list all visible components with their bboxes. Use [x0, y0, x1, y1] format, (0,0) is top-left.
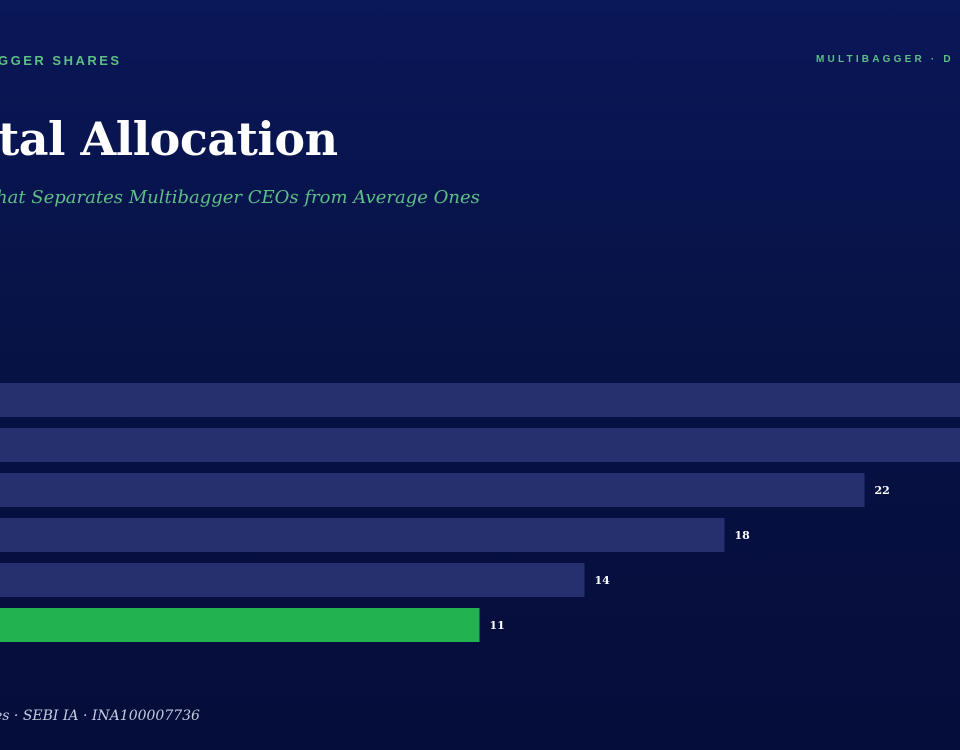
bar — [0, 473, 865, 507]
header-left-label: GGER SHARES — [0, 53, 122, 68]
bar-value-label: 18 — [735, 529, 751, 542]
bar-value-label: 11 — [490, 619, 505, 632]
bar-highlight — [0, 608, 480, 642]
bar — [0, 383, 960, 417]
header-right-label: MULTIBAGGER · D — [816, 54, 954, 65]
page-title: tal Allocation — [0, 112, 338, 166]
page-subtitle: hat Separates Multibagger CEOs from Aver… — [0, 187, 480, 208]
bar — [0, 518, 725, 552]
footer-disclaimer: es · SEBI IA · INA100007736 — [0, 708, 200, 724]
bar-value-label: 22 — [875, 484, 890, 497]
bar-value-label: 14 — [595, 574, 611, 587]
bar — [0, 563, 585, 597]
bar — [0, 428, 960, 462]
